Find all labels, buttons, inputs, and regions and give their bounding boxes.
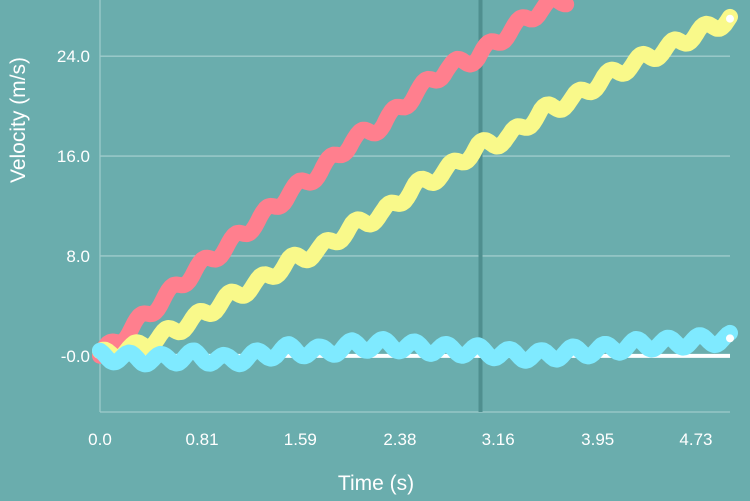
x-axis-label: Time (s) — [338, 472, 414, 495]
x-tick-label: 4.73 — [679, 430, 712, 449]
series-line-2 — [92, 8, 738, 366]
y-tick-label: 16.0 — [57, 147, 90, 166]
series-end-point-2 — [726, 14, 734, 23]
x-tick-label: 0.0 — [88, 430, 112, 449]
x-tick-label: 1.59 — [284, 430, 317, 449]
series-end-point-3 — [726, 334, 734, 343]
x-tick-label: 3.95 — [581, 430, 614, 449]
y-tick-label: 8.0 — [66, 247, 90, 266]
series-line-1 — [92, 0, 575, 364]
x-tick-label: 3.16 — [482, 430, 515, 449]
tick-layer: -0.0 8.0 16.0 24.0 0.0 0.81 1.59 2.38 3.16 3.95 4.… — [57, 47, 713, 449]
x-tick-label: 0.81 — [186, 430, 219, 449]
y-axis-label: Velocity (m/s) — [7, 57, 30, 183]
series-line-3 — [92, 324, 738, 373]
series-layer — [92, 0, 738, 373]
x-tick-label: 2.38 — [383, 430, 416, 449]
y-tick-label: 24.0 — [57, 47, 90, 66]
y-tick-label: -0.0 — [61, 347, 90, 366]
